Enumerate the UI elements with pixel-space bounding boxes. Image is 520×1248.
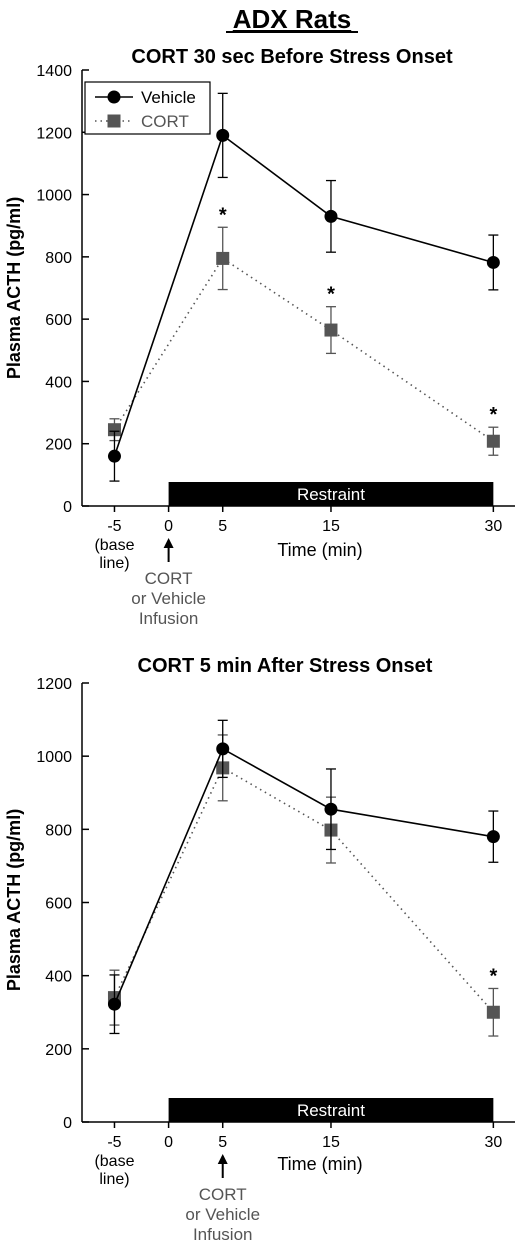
y-tick-label: 1200: [36, 125, 72, 142]
infusion-label: or Vehicle: [185, 1205, 260, 1224]
x-tick-label: 5: [218, 1134, 227, 1151]
x-axis-label: Time (min): [277, 1154, 362, 1174]
y-tick-label: 1000: [36, 188, 72, 205]
y-tick-label: 1000: [36, 749, 72, 766]
y-tick-label: 0: [63, 499, 72, 516]
x-axis-label: Time (min): [277, 540, 362, 560]
infusion-label: Infusion: [139, 609, 199, 628]
baseline-label: line): [99, 555, 129, 572]
restraint-bar: [168, 482, 494, 506]
x-tick-label: 0: [164, 1134, 173, 1151]
x-tick-label: 5: [218, 518, 227, 535]
legend-label-cort: CORT: [141, 112, 189, 131]
vehicle-point: [216, 742, 230, 756]
infusion-arrowhead: [217, 1154, 228, 1164]
x-tick-label: 30: [484, 518, 502, 535]
baseline-label: line): [99, 1171, 129, 1188]
x-tick-label: 30: [484, 1134, 502, 1151]
figure-title: ADX Rats: [233, 4, 351, 34]
x-tick-label: -5: [107, 518, 121, 535]
vehicle-point: [486, 830, 500, 844]
legend-marker-vehicle: [107, 90, 121, 104]
vehicle-point: [486, 255, 500, 269]
restraint-bar-label: Restraint: [297, 1101, 365, 1120]
x-tick-label: -5: [107, 1134, 121, 1151]
vehicle-point: [107, 997, 121, 1011]
series-line-vehicle: [113, 134, 494, 457]
cort-point: [216, 251, 230, 265]
restraint-bar: [168, 1098, 494, 1122]
y-tick-label: 400: [45, 374, 72, 391]
chart-title: CORT 30 sec Before Stress Onset: [131, 46, 453, 68]
x-tick-label: 15: [322, 518, 340, 535]
significance-marker: *: [489, 404, 497, 426]
vehicle-point: [324, 802, 338, 816]
x-tick-label: 15: [322, 1134, 340, 1151]
y-tick-label: 800: [45, 250, 72, 267]
x-tick-label: 0: [164, 518, 173, 535]
y-tick-label: 200: [45, 1042, 72, 1059]
infusion-label: or Vehicle: [131, 589, 206, 608]
legend-marker-cort: [107, 114, 121, 128]
y-tick-label: 800: [45, 822, 72, 839]
y-axis-label: Plasma ACTH (pg/ml): [4, 197, 24, 379]
vehicle-point: [216, 128, 230, 142]
infusion-label: CORT: [199, 1185, 247, 1204]
series-line-vehicle: [113, 747, 494, 1005]
restraint-bar-label: Restraint: [297, 485, 365, 504]
baseline-label: (base: [94, 1153, 134, 1170]
infusion-label: CORT: [145, 569, 193, 588]
series-line-cort: [113, 766, 494, 1013]
y-tick-label: 1400: [36, 63, 72, 80]
legend-box: [84, 81, 211, 135]
cort-point: [324, 323, 338, 337]
y-tick-label: 0: [63, 1115, 72, 1132]
infusion-label: Infusion: [193, 1225, 253, 1244]
infusion-arrowhead: [163, 538, 174, 548]
vehicle-point: [107, 449, 121, 463]
chart-panel-before-stress: CORT 30 sec Before Stress Onset Plasma A…: [4, 46, 515, 628]
y-tick-label: 600: [45, 312, 72, 329]
significance-marker: *: [489, 965, 497, 987]
legend-label-vehicle: Vehicle: [141, 88, 196, 107]
chart-panel-after-stress: CORT 5 min After Stress Onset Plasma ACT…: [4, 655, 515, 1244]
y-tick-label: 1200: [36, 676, 72, 693]
y-axis-label: Plasma ACTH (pg/ml): [4, 809, 24, 991]
chart-title: CORT 5 min After Stress Onset: [138, 655, 433, 677]
significance-marker: *: [327, 284, 335, 306]
vehicle-point: [324, 209, 338, 223]
baseline-label: (base: [94, 537, 134, 554]
cort-point: [486, 434, 500, 448]
cort-point: [486, 1005, 500, 1019]
y-tick-label: 200: [45, 437, 72, 454]
significance-marker: *: [219, 204, 227, 226]
y-tick-label: 400: [45, 969, 72, 986]
y-tick-label: 600: [45, 896, 72, 913]
cort-point: [107, 423, 121, 437]
